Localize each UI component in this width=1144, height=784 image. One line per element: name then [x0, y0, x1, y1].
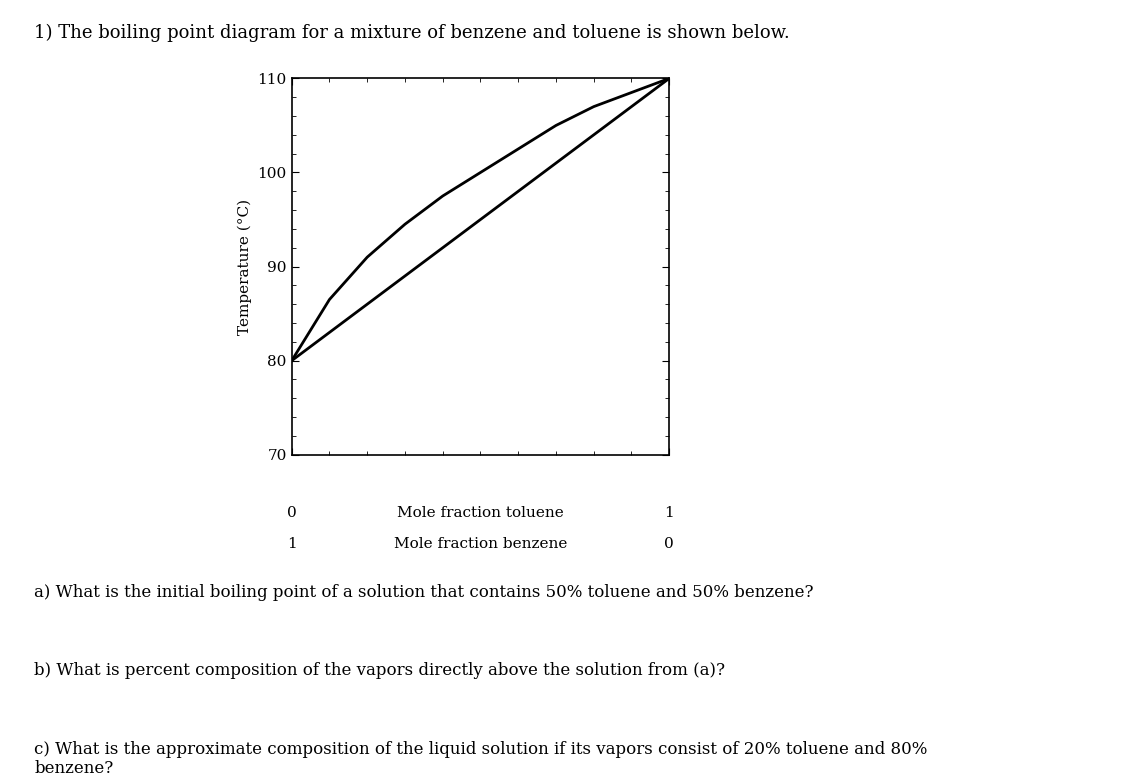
Text: 1: 1	[665, 506, 674, 520]
Text: Mole fraction toluene: Mole fraction toluene	[397, 506, 564, 520]
Text: c) What is the approximate composition of the liquid solution if its vapors cons: c) What is the approximate composition o…	[34, 741, 928, 778]
Text: 1) The boiling point diagram for a mixture of benzene and toluene is shown below: 1) The boiling point diagram for a mixtu…	[34, 24, 791, 42]
Text: 0: 0	[665, 537, 674, 551]
Y-axis label: Temperature (°C): Temperature (°C)	[238, 198, 252, 335]
Text: a) What is the initial boiling point of a solution that contains 50% toluene and: a) What is the initial boiling point of …	[34, 584, 813, 601]
Text: b) What is percent composition of the vapors directly above the solution from (a: b) What is percent composition of the va…	[34, 662, 725, 680]
Text: 0: 0	[287, 506, 296, 520]
Text: 1: 1	[287, 537, 296, 551]
Text: Mole fraction benzene: Mole fraction benzene	[394, 537, 567, 551]
